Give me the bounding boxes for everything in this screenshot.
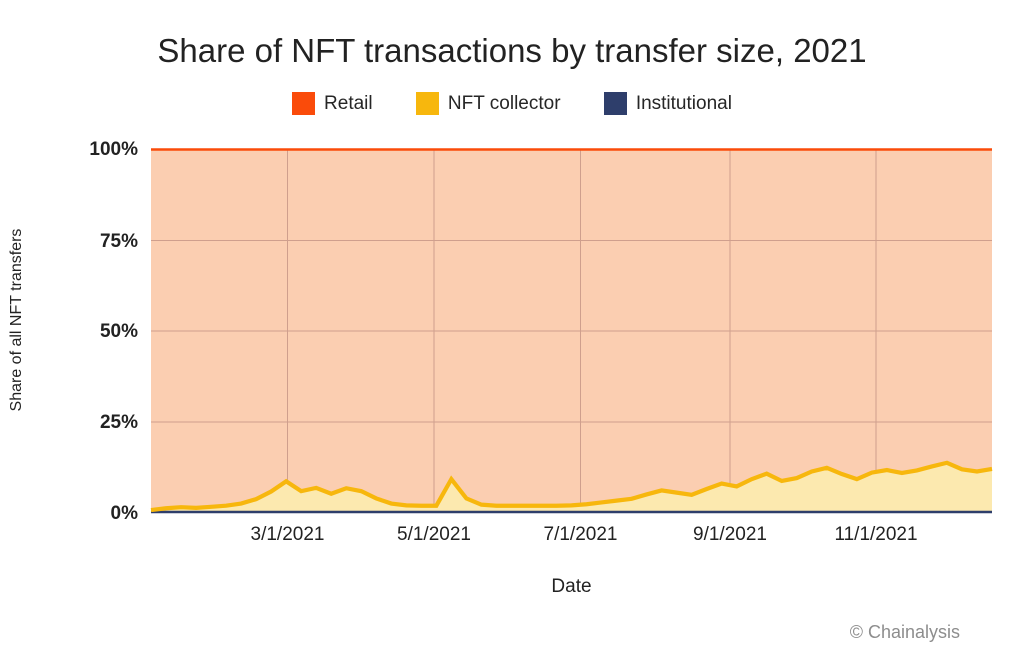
svg-text:0%: 0%	[111, 503, 139, 524]
svg-text:25%: 25%	[100, 412, 138, 433]
svg-text:100%: 100%	[89, 139, 138, 160]
svg-text:7/1/2021: 7/1/2021	[544, 524, 618, 545]
svg-text:5/1/2021: 5/1/2021	[397, 524, 471, 545]
svg-text:75%: 75%	[100, 231, 138, 252]
svg-text:50%: 50%	[100, 321, 138, 342]
svg-text:3/1/2021: 3/1/2021	[251, 524, 325, 545]
svg-text:11/1/2021: 11/1/2021	[834, 524, 917, 545]
svg-text:9/1/2021: 9/1/2021	[693, 524, 767, 545]
